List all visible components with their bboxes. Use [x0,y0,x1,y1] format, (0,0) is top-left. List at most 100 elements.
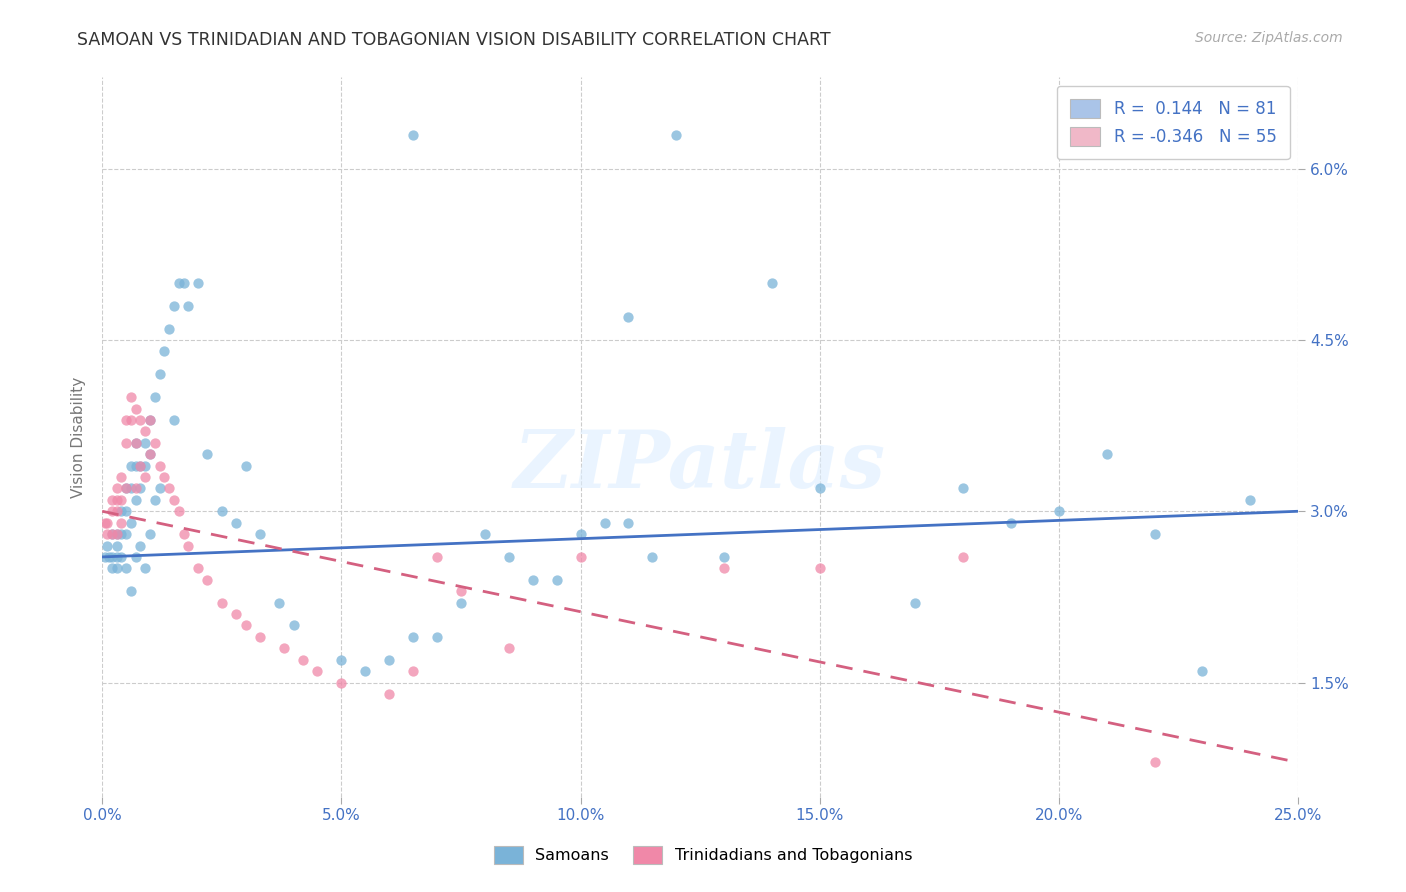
Point [163,492,186,507]
Point [450,584,472,599]
Point [134,425,156,439]
Point [120,413,142,427]
Point [378,687,401,701]
Legend: Samoans, Trinidadians and Tobagonians: Samoans, Trinidadians and Tobagonians [488,839,918,871]
Point [125,458,148,473]
Point [378,653,401,667]
Point [1143,527,1166,541]
Point [115,413,138,427]
Point [225,516,247,530]
Point [125,482,148,496]
Point [129,458,152,473]
Point [105,561,128,575]
Point [197,447,219,461]
Point [101,504,124,518]
Point [211,596,233,610]
Point [474,527,496,541]
Point [110,492,132,507]
Point [115,561,138,575]
Point [163,413,186,427]
Point [125,435,148,450]
Point [139,413,162,427]
Point [101,492,124,507]
Point [125,549,148,564]
Point [120,458,142,473]
Point [354,664,377,678]
Point [617,310,640,325]
Point [1000,516,1022,530]
Point [125,435,148,450]
Point [120,516,142,530]
Point [569,549,592,564]
Point [105,539,128,553]
Y-axis label: Vision Disability: Vision Disability [72,376,86,498]
Point [273,641,295,656]
Point [134,435,156,450]
Point [569,527,592,541]
Point [402,630,425,644]
Point [269,596,291,610]
Point [546,573,568,587]
Point [143,492,166,507]
Point [134,470,156,484]
Point [402,128,425,142]
Point [110,549,132,564]
Point [713,561,735,575]
Point [98,549,121,564]
Point [952,549,974,564]
Point [101,549,124,564]
Point [187,276,209,290]
Point [904,596,927,610]
Point [153,344,176,359]
Point [105,549,128,564]
Point [153,470,176,484]
Point [120,482,142,496]
Point [641,549,664,564]
Point [665,128,688,142]
Text: SAMOAN VS TRINIDADIAN AND TOBAGONIAN VISION DISABILITY CORRELATION CHART: SAMOAN VS TRINIDADIAN AND TOBAGONIAN VIS… [77,31,831,49]
Point [105,504,128,518]
Point [292,653,315,667]
Point [143,390,166,404]
Point [105,527,128,541]
Point [498,641,520,656]
Point [808,482,831,496]
Point [1095,447,1118,461]
Point [330,675,353,690]
Point [157,321,180,335]
Point [211,504,233,518]
Point [149,482,172,496]
Point [307,664,329,678]
Point [101,527,124,541]
Point [167,276,190,290]
Point [101,561,124,575]
Point [402,664,425,678]
Point [149,368,172,382]
Point [1191,664,1213,678]
Point [96,539,118,553]
Point [139,447,162,461]
Point [105,527,128,541]
Point [1239,492,1261,507]
Point [139,413,162,427]
Point [593,516,616,530]
Point [157,482,180,496]
Point [330,653,353,667]
Point [249,527,271,541]
Point [235,458,257,473]
Point [101,527,124,541]
Text: Source: ZipAtlas.com: Source: ZipAtlas.com [1195,31,1343,45]
Point [139,447,162,461]
Point [163,299,186,313]
Point [187,561,209,575]
Point [761,276,783,290]
Point [143,435,166,450]
Point [115,435,138,450]
Point [110,516,132,530]
Point [522,573,544,587]
Point [808,561,831,575]
Point [105,482,128,496]
Point [129,539,152,553]
Point [115,482,138,496]
Point [110,527,132,541]
